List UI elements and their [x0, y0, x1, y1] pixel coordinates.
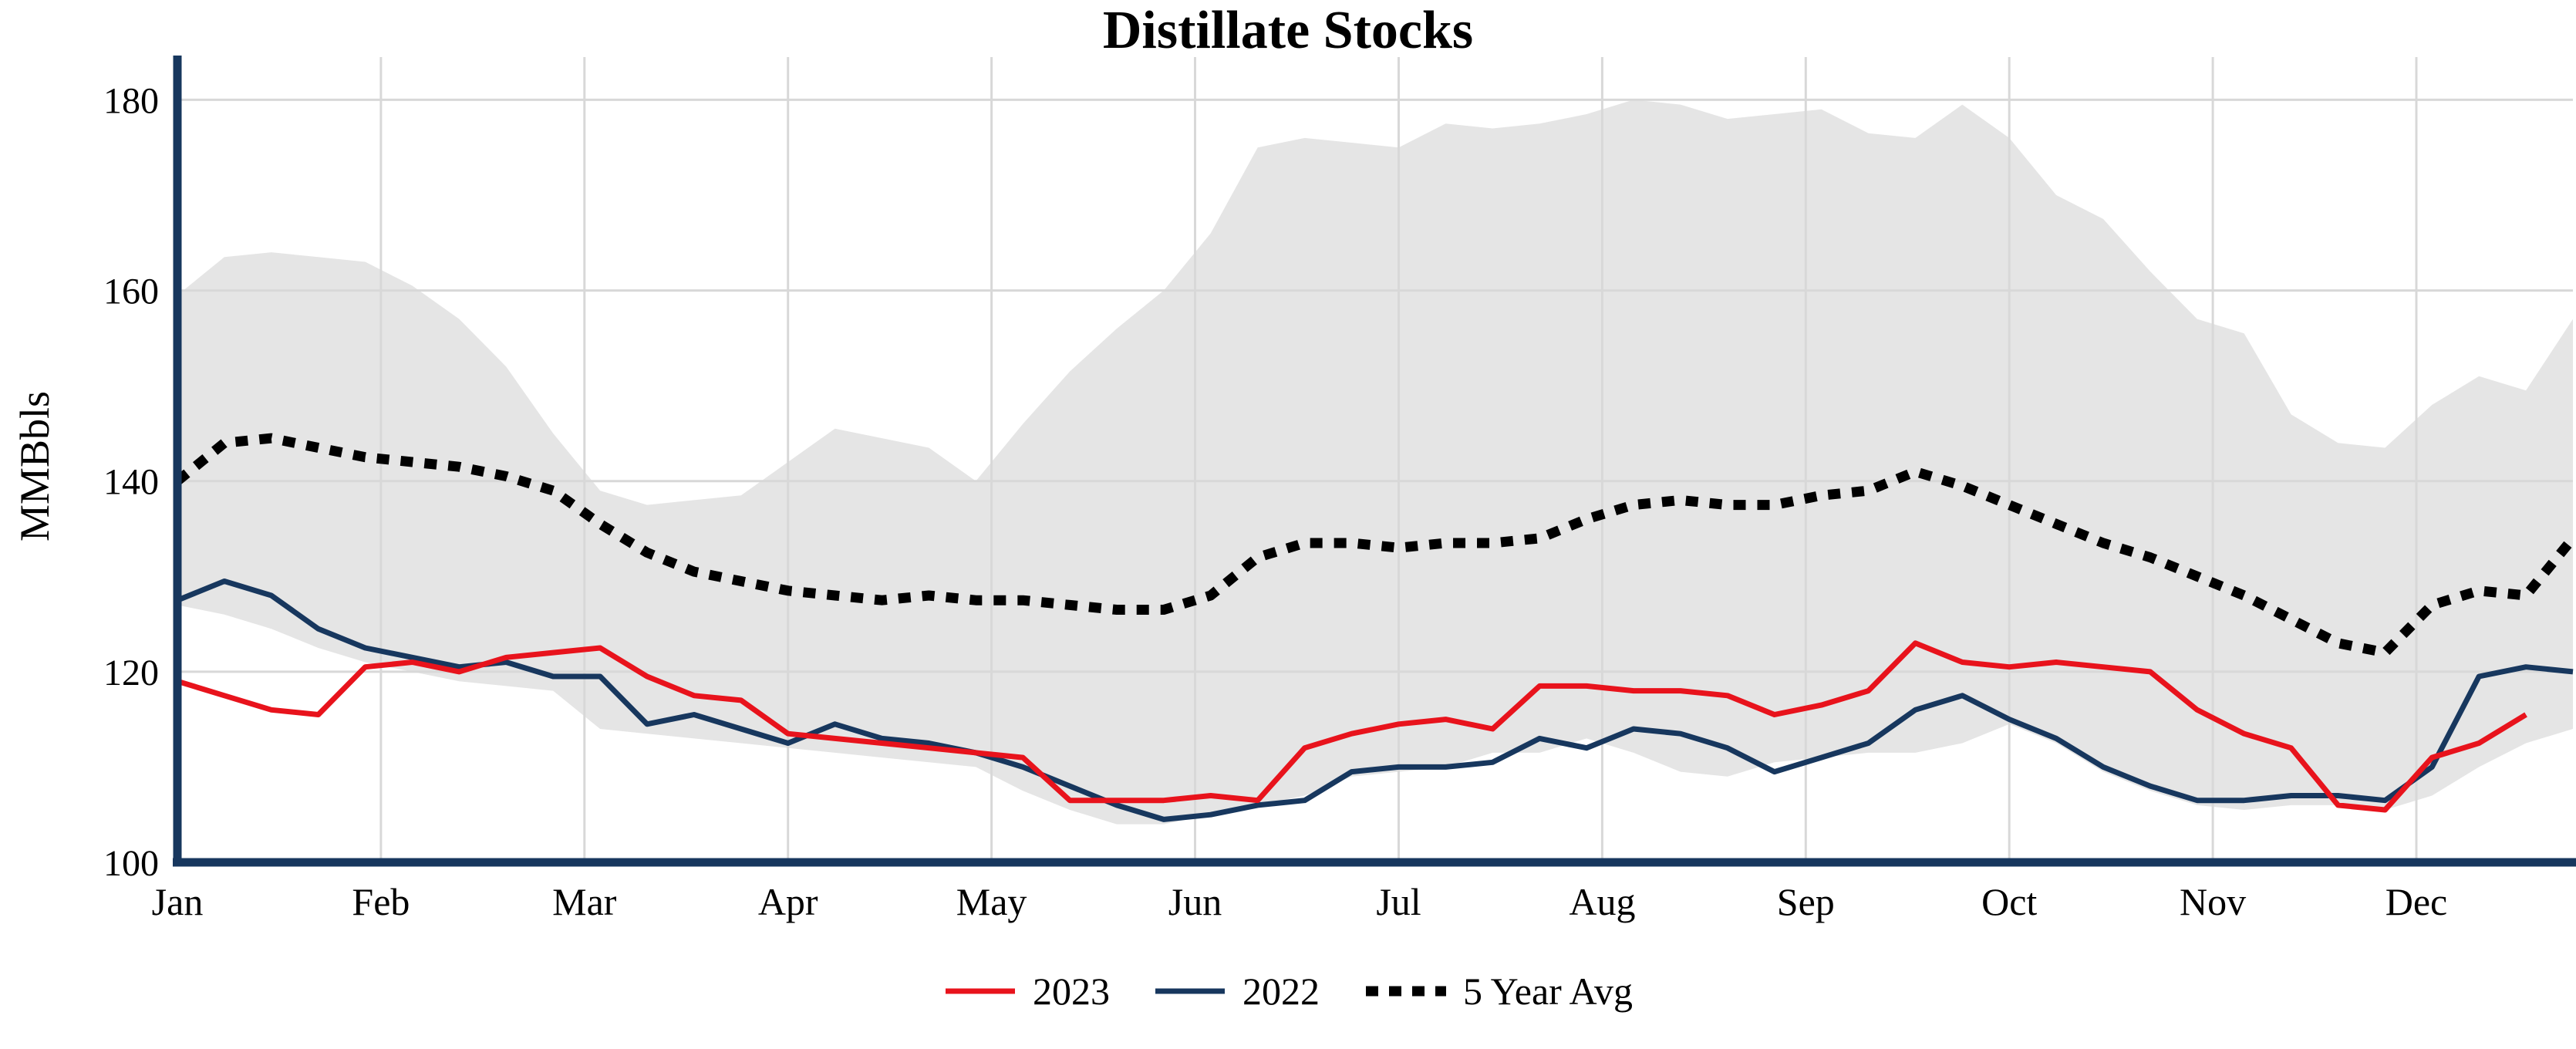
- y-tick-label: 180: [103, 80, 159, 121]
- x-tick-label: May: [956, 880, 1027, 923]
- x-tick-label: Jul: [1376, 880, 1421, 923]
- series-line-2023: [176, 640, 2527, 813]
- x-tick-label: Jun: [1168, 880, 1222, 923]
- x-tick-label: Jan: [152, 880, 204, 923]
- x-tick-label: Feb: [352, 880, 410, 923]
- series-line-2022: [176, 578, 2574, 822]
- legend-item-2023: 2023: [943, 969, 1110, 1014]
- x-tick-label: Nov: [2180, 880, 2246, 923]
- x-tick-label: Aug: [1569, 880, 1635, 923]
- y-axis-label: MMBbls: [12, 390, 58, 541]
- x-tick-label: Mar: [552, 880, 617, 923]
- x-tick-label: Dec: [2385, 880, 2448, 923]
- legend-label-2023: 2023: [1033, 970, 1111, 1013]
- x-tick-label: Oct: [1981, 880, 2037, 923]
- y-tick-label: 160: [103, 272, 159, 312]
- series-line-5-year-avg: [174, 433, 2576, 658]
- legend-label-2022: 2022: [1242, 970, 1320, 1013]
- legend-swatch-2022-line: [1155, 988, 1226, 994]
- y-tick-label: 120: [103, 653, 159, 693]
- legend-swatch-2023-line: [946, 988, 1016, 994]
- legend-label-5-year-avg: 5 Year Avg: [1463, 970, 1633, 1013]
- five-year-range-band: [177, 100, 2573, 825]
- x-tick-label: Sep: [1777, 880, 1835, 923]
- legend-swatch-5-year-avg-dotted-line: [1366, 986, 1447, 997]
- y-tick-label: 140: [103, 462, 159, 503]
- legend-item-2022: 2022: [1153, 969, 1320, 1014]
- legend-item-5-year-avg: 5 Year Avg: [1363, 969, 1633, 1014]
- y-tick-label: 100: [103, 843, 159, 884]
- legend: 2023 2022 5 Year Avg: [0, 969, 2576, 1014]
- x-tick-label: Apr: [758, 880, 818, 923]
- chart-title: Distillate Stocks: [1102, 1, 1474, 60]
